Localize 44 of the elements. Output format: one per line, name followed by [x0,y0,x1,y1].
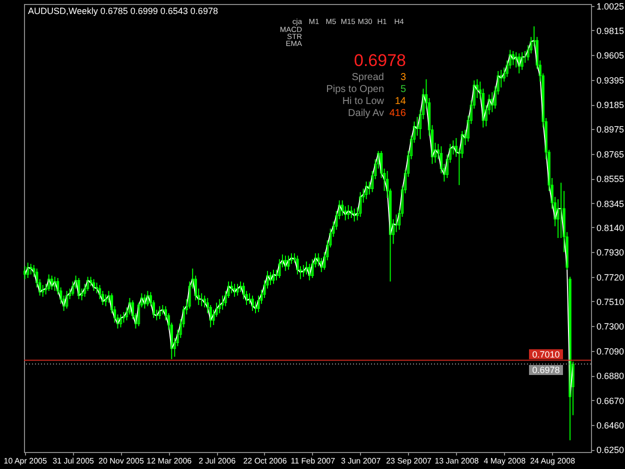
x-tick-label: 3 Jun 2007 [341,456,382,466]
x-tick-label: 31 Jul 2005 [52,456,95,466]
y-tick-label: 0.7300 [596,322,624,332]
annotation: 3 [400,72,406,83]
annotation: Daily Av [348,108,384,119]
y-tick-label: 0.7720 [596,272,624,282]
y-tick-label: 0.8345 [596,198,624,209]
y-tick-label: 0.6670 [596,396,624,406]
x-tick-label: 11 Feb 2007 [290,456,336,466]
y-tick-label: 0.8555 [596,174,624,184]
annotation: 416 [389,108,406,119]
y-tick-label: 0.9185 [596,100,624,110]
y-tick-label: 1.0025 [596,1,624,12]
y-tick-label: 0.9815 [596,26,624,36]
chart-title: AUDUSD,Weekly 0.6785 0.6999 0.6543 0.6978 [28,6,218,16]
annotation: 14 [394,96,406,107]
annotation: 5 [400,84,406,95]
ref-line-label: 0.7010 [532,349,560,360]
y-tick-label: 0.8140 [596,222,624,233]
x-tick-label: 10 Apr 2005 [4,456,48,466]
y-tick-label: 0.8765 [596,149,624,160]
x-tick-label: 23 Sep 2007 [386,456,432,466]
annotation: Spread [352,72,384,83]
y-tick-label: 0.9395 [596,75,624,86]
x-tick-label: 24 Aug 2008 [530,456,576,466]
x-tick-label: 2 Jul 2006 [198,456,236,466]
x-tick-label: 4 May 2008 [484,456,526,466]
y-tick-label: 0.7930 [596,248,624,258]
y-tick-label: 0.9605 [596,50,624,61]
annotation: Pips to Open [326,84,384,95]
line-series [24,40,574,398]
annotation: Hi to Low [342,96,385,107]
y-tick-label: 0.6250 [596,445,624,456]
y-tick-label: 0.6460 [596,420,624,430]
x-tick-label: 13 Jan 2008 [434,456,480,466]
x-tick-label: 12 Mar 2006 [146,456,192,466]
ref-line-label: 0.6978 [532,365,560,376]
annotation: 0.6978 [354,51,406,70]
y-tick-label: 0.7510 [596,296,624,307]
x-tick-label: 22 Oct 2006 [243,456,288,466]
x-tick-label: 20 Nov 2005 [98,456,144,466]
y-tick-label: 0.8975 [596,124,624,135]
y-tick-label: 0.6880 [596,371,624,382]
y-tick-label: 0.7090 [596,346,624,356]
